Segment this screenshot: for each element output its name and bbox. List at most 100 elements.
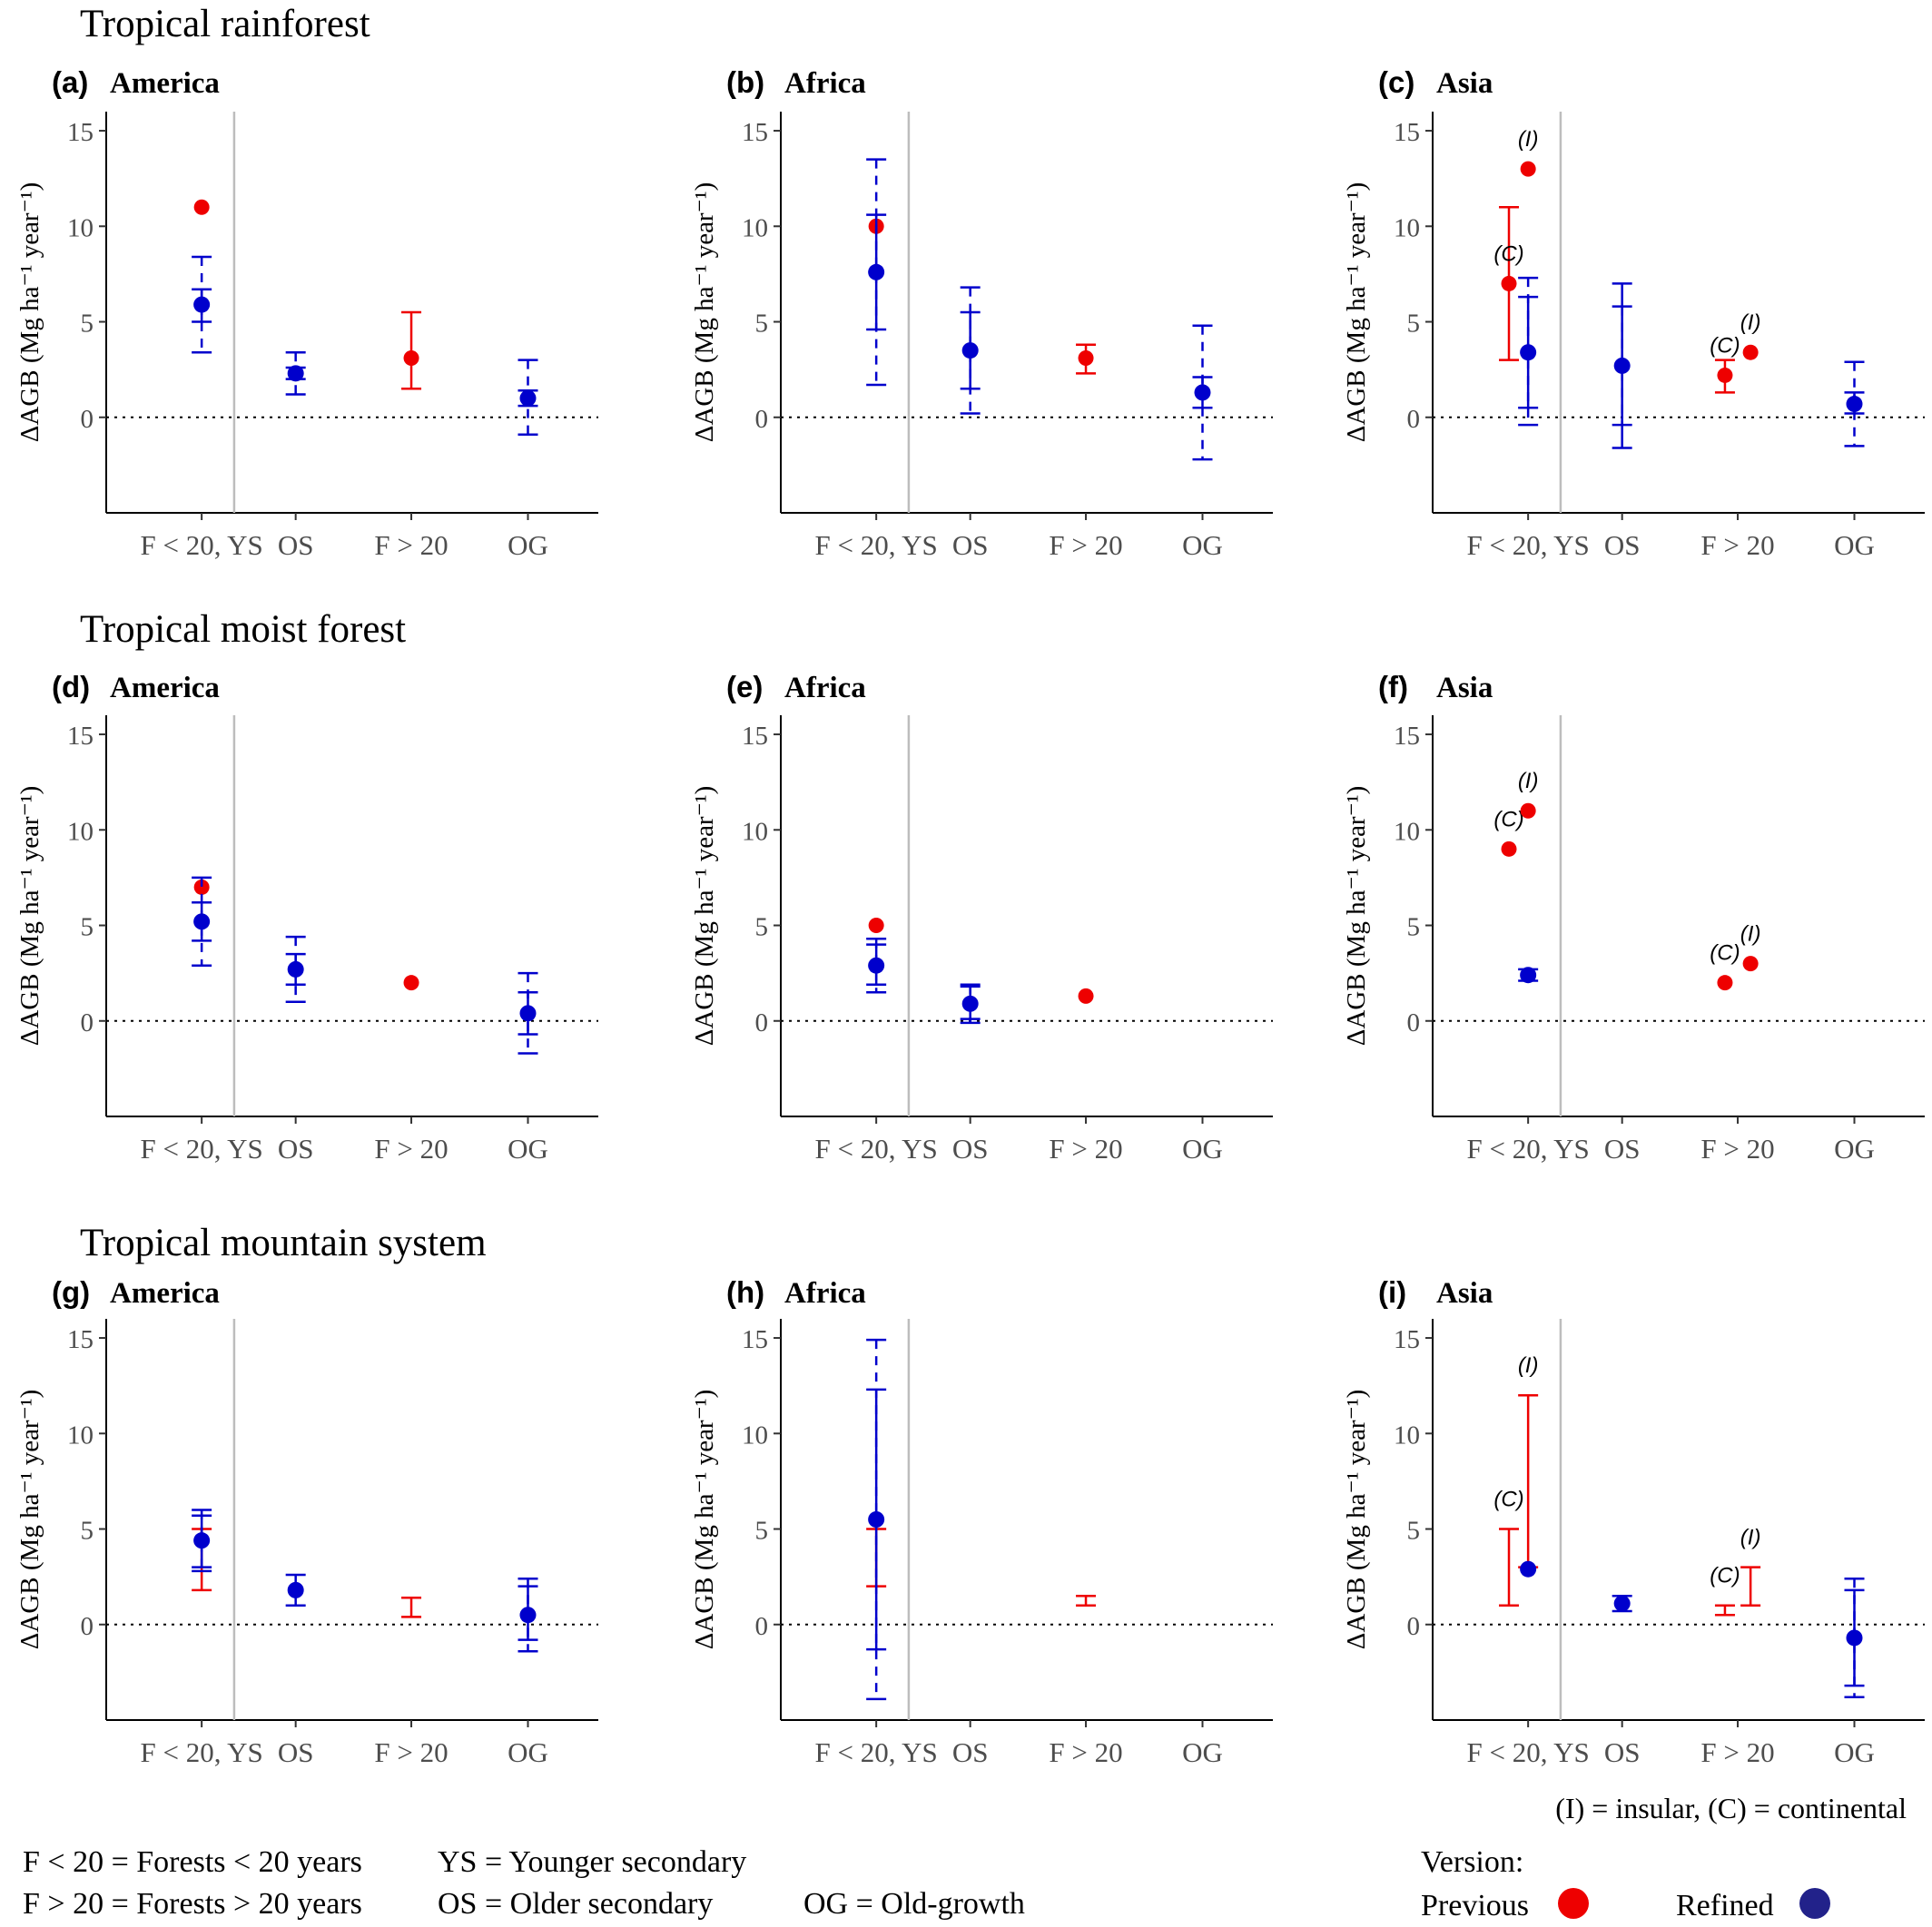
- y-tick-label: 0: [1407, 1612, 1421, 1641]
- x-tick-label: F < 20, YS: [815, 1133, 938, 1165]
- x-tick-label: F > 20: [1049, 1133, 1122, 1165]
- refined-point: [1613, 357, 1631, 374]
- x-tick-label: OS: [952, 1133, 989, 1165]
- y-tick-label: 5: [81, 913, 94, 942]
- x-tick-label: OS: [278, 1133, 314, 1165]
- previous-point: [868, 918, 884, 934]
- panel-region: Africa: [784, 67, 866, 100]
- legend-previous-label: Previous: [1421, 1889, 1529, 1922]
- x-tick-label: OG: [508, 529, 548, 561]
- y-axis-label: ΔAGB (Mg ha⁻¹ year⁻¹): [15, 1390, 44, 1650]
- x-tick-label: F > 20: [1700, 1736, 1774, 1768]
- y-tick-label: 0: [81, 405, 94, 434]
- x-tick-label: F < 20, YS: [141, 529, 263, 561]
- x-tick-label: OG: [1834, 529, 1875, 561]
- legend-refined-swatch: [1799, 1888, 1830, 1919]
- y-axis-label: ΔAGB (Mg ha⁻¹ year⁻¹): [1342, 786, 1371, 1047]
- x-tick-label: OG: [1834, 1736, 1875, 1768]
- x-tick-label: OG: [1182, 1133, 1223, 1165]
- previous-point: [1520, 161, 1536, 177]
- panel-label: (h): [726, 1275, 764, 1309]
- refined-point: [287, 365, 304, 382]
- panels-layer: Tropical rainforest Tropical moist forest…: [15, 3, 1925, 1768]
- refined-point: [1194, 384, 1211, 401]
- x-tick-label: F < 20, YS: [1467, 1736, 1590, 1768]
- panel-label: (f): [1378, 670, 1408, 703]
- y-axis-label: ΔAGB (Mg ha⁻¹ year⁻¹): [690, 786, 719, 1047]
- x-tick-label: OG: [508, 1133, 548, 1165]
- y-tick-label: 15: [742, 118, 768, 147]
- previous-point: [1501, 275, 1517, 291]
- x-tick-label: F < 20, YS: [815, 1736, 938, 1768]
- abbrev-os: OS = Older secondary: [438, 1887, 713, 1921]
- y-tick-label: 10: [742, 1421, 768, 1450]
- y-tick-label: 10: [1394, 213, 1420, 242]
- x-tick-label: OS: [952, 529, 989, 561]
- y-tick-label: 0: [755, 405, 769, 434]
- y-tick-label: 5: [81, 1517, 94, 1546]
- refined-point: [1520, 967, 1537, 984]
- insular-continental-tag: (I): [1740, 922, 1761, 947]
- y-axis-label: ΔAGB (Mg ha⁻¹ year⁻¹): [15, 786, 44, 1047]
- y-axis-label: ΔAGB (Mg ha⁻¹ year⁻¹): [690, 182, 719, 443]
- x-tick-label: OG: [1834, 1133, 1875, 1165]
- panel-region: Asia: [1436, 672, 1493, 704]
- legend-refined-label: Refined: [1676, 1889, 1774, 1922]
- insular-continental-tag: (I): [1518, 769, 1539, 793]
- refined-point: [519, 389, 537, 407]
- y-tick-label: 15: [67, 1325, 94, 1354]
- insular-continental-tag: (I): [1740, 310, 1761, 335]
- x-tick-label: OS: [952, 1736, 989, 1768]
- y-tick-label: 0: [81, 1008, 94, 1037]
- y-tick-label: 0: [1407, 405, 1421, 434]
- x-tick-label: F > 20: [374, 1736, 448, 1768]
- x-tick-label: F > 20: [1049, 1736, 1122, 1768]
- y-tick-label: 0: [755, 1008, 769, 1037]
- y-tick-label: 15: [1394, 1325, 1420, 1354]
- y-tick-label: 5: [81, 310, 94, 339]
- previous-point: [1717, 367, 1733, 383]
- panel: (i) Asia 0 5 10 15 F < 20, YS OS F > 20 OG ΔAGB (M…: [1342, 1275, 1925, 1768]
- panel: (e) Africa 0 5 10 15 F < 20, YS OS F > 20 OG ΔAGB …: [690, 670, 1273, 1165]
- panel: (h) Africa 0 5 10 15 F < 20, YS OS F > 20 OG ΔAGB …: [690, 1275, 1273, 1768]
- insular-continental-tag: (C): [1710, 941, 1740, 966]
- y-axis-label: ΔAGB (Mg ha⁻¹ year⁻¹): [690, 1390, 719, 1650]
- y-tick-label: 15: [67, 722, 94, 751]
- y-tick-label: 10: [742, 213, 768, 242]
- y-tick-label: 0: [81, 1612, 94, 1641]
- refined-point: [868, 1511, 885, 1528]
- legend-previous-swatch: [1558, 1888, 1589, 1919]
- x-tick-label: F > 20: [1049, 529, 1122, 561]
- insular-continental-tag: (I): [1518, 1353, 1539, 1378]
- refined-point: [1613, 1595, 1631, 1612]
- panel-label: (e): [726, 670, 763, 703]
- refined-point: [287, 1581, 304, 1598]
- previous-point: [193, 199, 210, 215]
- refined-point: [287, 960, 304, 978]
- y-tick-label: 10: [1394, 1421, 1420, 1450]
- panel-region: Africa: [784, 1277, 866, 1310]
- panel-label: (i): [1378, 1275, 1406, 1309]
- row-title: Tropical moist forest: [80, 608, 406, 651]
- panel-label: (b): [726, 65, 764, 99]
- insular-continental-note: (I) = insular, (C) = continental: [1555, 1792, 1907, 1824]
- x-tick-label: F > 20: [374, 1133, 448, 1165]
- y-tick-label: 10: [67, 1421, 94, 1450]
- abbrev-og: OG = Old-growth: [803, 1887, 1025, 1921]
- refined-point: [1846, 396, 1863, 413]
- previous-point: [1501, 841, 1517, 857]
- row-title: Tropical mountain system: [80, 1222, 487, 1264]
- panel-label: (a): [52, 65, 88, 99]
- panel-label: (c): [1378, 65, 1414, 99]
- panel-region: America: [110, 672, 220, 704]
- insular-continental-tag: (C): [1493, 807, 1523, 831]
- x-tick-label: F < 20, YS: [141, 1736, 263, 1768]
- previous-point: [193, 879, 210, 895]
- x-tick-label: OS: [278, 529, 314, 561]
- y-tick-label: 10: [67, 817, 94, 846]
- y-tick-label: 5: [1407, 1517, 1421, 1546]
- x-tick-label: F > 20: [1700, 1133, 1774, 1165]
- y-tick-label: 5: [755, 913, 769, 942]
- panel-region: Asia: [1436, 67, 1493, 100]
- refined-point: [193, 296, 211, 313]
